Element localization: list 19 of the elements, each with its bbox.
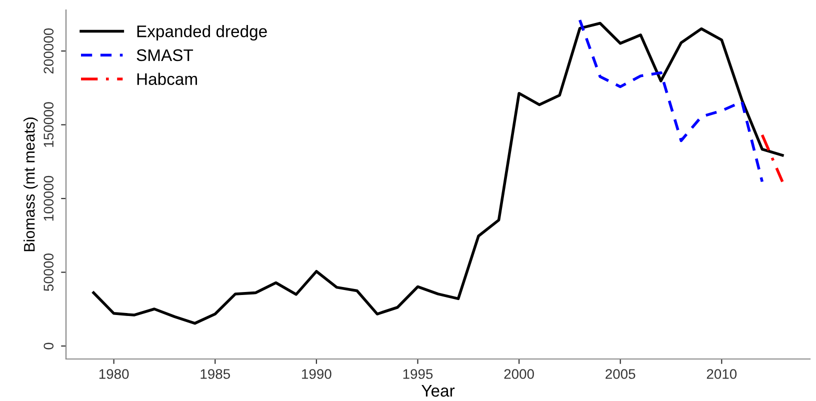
y-axis-title: Biomass (mt meats) <box>24 118 38 252</box>
y-tick-label: 150000 <box>44 102 54 147</box>
y-tick-label: 0 <box>44 342 54 350</box>
x-tick-label: 1985 <box>200 369 230 379</box>
x-tick-label: 1990 <box>302 369 332 379</box>
y-tick-label: 100000 <box>44 176 54 221</box>
x-axis-title: Year <box>422 385 455 397</box>
x-tick-label: 2005 <box>606 369 636 379</box>
x-tick-label: 2010 <box>706 369 737 379</box>
y-tick-label: 200000 <box>44 28 54 74</box>
legend-label: SMAST <box>136 49 194 62</box>
x-tick-label: 1995 <box>403 369 433 379</box>
legend-label: Habcam <box>137 72 197 85</box>
line-series <box>92 22 784 325</box>
legend-label: Expanded dredge <box>137 25 267 41</box>
x-tick-label: 2000 <box>504 369 534 379</box>
line-series <box>578 18 764 184</box>
y-tick-label: 50000 <box>44 253 54 292</box>
x-tick-label: 1980 <box>99 369 129 379</box>
